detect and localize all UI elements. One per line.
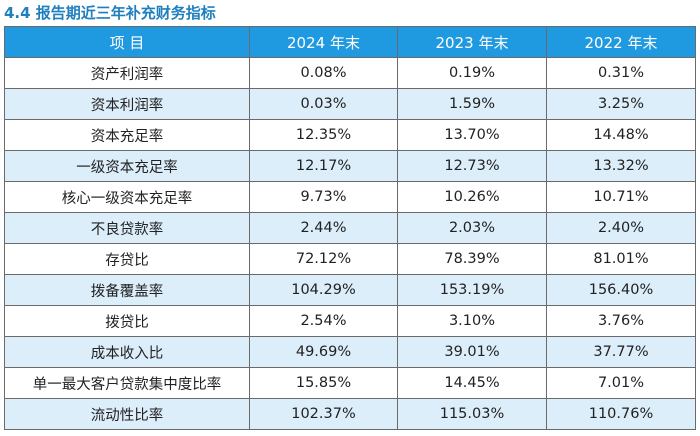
value-2023: 1.59%: [397, 88, 547, 120]
table-row: 核心一级资本充足率 9.73% 10.26% 10.71%: [4, 181, 696, 213]
table-row: 资本利润率 0.03% 1.59% 3.25%: [4, 88, 696, 120]
value-2022: 14.48%: [546, 119, 696, 151]
value-2023: 13.70%: [397, 119, 547, 151]
value-2024: 104.29%: [249, 274, 398, 306]
row-label: 资本利润率: [4, 88, 250, 120]
value-2022: 110.76%: [546, 398, 696, 430]
value-2022: 81.01%: [546, 243, 696, 275]
table-row: 一级资本充足率 12.17% 12.73% 13.32%: [4, 150, 696, 182]
value-2024: 12.35%: [249, 119, 398, 151]
value-2023: 3.10%: [397, 305, 547, 337]
value-2023: 2.03%: [397, 212, 547, 244]
value-2024: 102.37%: [249, 398, 398, 430]
value-2024: 9.73%: [249, 181, 398, 213]
row-label: 资本充足率: [4, 119, 250, 151]
row-label: 拨备覆盖率: [4, 274, 250, 306]
table-row: 资产利润率 0.08% 0.19% 0.31%: [4, 57, 696, 89]
value-2023: 115.03%: [397, 398, 547, 430]
header-2024: 2024 年末: [249, 26, 398, 58]
table-row: 存贷比 72.12% 78.39% 81.01%: [4, 243, 696, 275]
table-row: 流动性比率 102.37% 115.03% 110.76%: [4, 398, 696, 430]
row-label: 拨贷比: [4, 305, 250, 337]
value-2022: 2.40%: [546, 212, 696, 244]
header-item: 项 目: [4, 26, 250, 58]
value-2023: 10.26%: [397, 181, 547, 213]
financial-indicators-table: 项 目 2024 年末 2023 年末 2022 年末 资产利润率 0.08% 0.…: [4, 26, 696, 430]
value-2022: 156.40%: [546, 274, 696, 306]
row-label: 单一最大客户贷款集中度比率: [4, 367, 250, 399]
value-2022: 7.01%: [546, 367, 696, 399]
row-label: 成本收入比: [4, 336, 250, 368]
value-2023: 78.39%: [397, 243, 547, 275]
value-2022: 0.31%: [546, 57, 696, 89]
value-2024: 0.03%: [249, 88, 398, 120]
row-label: 存贷比: [4, 243, 250, 275]
value-2024: 0.08%: [249, 57, 398, 89]
header-row: 项 目 2024 年末 2023 年末 2022 年末: [4, 26, 696, 58]
value-2023: 12.73%: [397, 150, 547, 182]
value-2022: 3.76%: [546, 305, 696, 337]
row-label: 流动性比率: [4, 398, 250, 430]
header-2023: 2023 年末: [397, 26, 547, 58]
value-2024: 15.85%: [249, 367, 398, 399]
value-2024: 49.69%: [249, 336, 398, 368]
value-2024: 72.12%: [249, 243, 398, 275]
table-row: 单一最大客户贷款集中度比率 15.85% 14.45% 7.01%: [4, 367, 696, 399]
value-2024: 12.17%: [249, 150, 398, 182]
value-2023: 0.19%: [397, 57, 547, 89]
value-2022: 10.71%: [546, 181, 696, 213]
value-2022: 37.77%: [546, 336, 696, 368]
row-label: 核心一级资本充足率: [4, 181, 250, 213]
row-label: 不良贷款率: [4, 212, 250, 244]
value-2023: 39.01%: [397, 336, 547, 368]
table-row: 成本收入比 49.69% 39.01% 37.77%: [4, 336, 696, 368]
table-row: 资本充足率 12.35% 13.70% 14.48%: [4, 119, 696, 151]
table-row: 拨贷比 2.54% 3.10% 3.76%: [4, 305, 696, 337]
value-2024: 2.44%: [249, 212, 398, 244]
value-2022: 13.32%: [546, 150, 696, 182]
header-2022: 2022 年末: [546, 26, 696, 58]
value-2023: 153.19%: [397, 274, 547, 306]
section-title: 4.4 报告期近三年补充财务指标: [4, 4, 216, 22]
table-body: 资产利润率 0.08% 0.19% 0.31% 资本利润率 0.03% 1.59% 3.25%…: [4, 57, 696, 430]
value-2022: 3.25%: [546, 88, 696, 120]
table-row: 拨备覆盖率 104.29% 153.19% 156.40%: [4, 274, 696, 306]
value-2024: 2.54%: [249, 305, 398, 337]
value-2023: 14.45%: [397, 367, 547, 399]
table-row: 不良贷款率 2.44% 2.03% 2.40%: [4, 212, 696, 244]
row-label: 一级资本充足率: [4, 150, 250, 182]
row-label: 资产利润率: [4, 57, 250, 89]
